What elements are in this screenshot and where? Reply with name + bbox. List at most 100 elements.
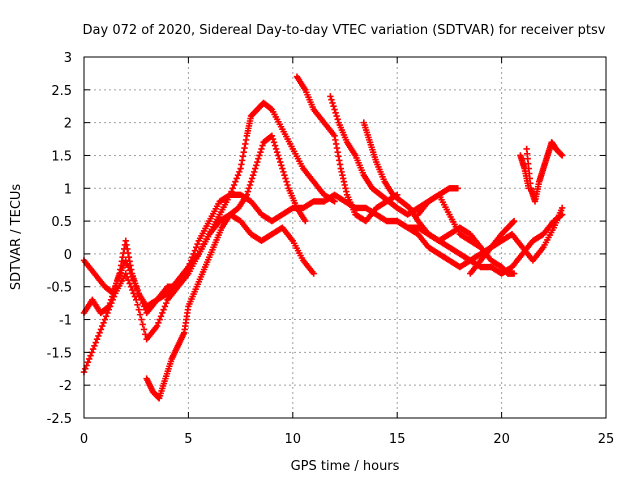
data-point	[558, 152, 566, 159]
data-point	[454, 185, 461, 192]
data-point	[161, 303, 169, 310]
data-point	[92, 339, 99, 346]
data-point	[329, 99, 336, 107]
data-point	[104, 309, 111, 317]
series-track-1	[80, 191, 566, 310]
x-tick-label: 0	[80, 432, 88, 447]
data-point	[110, 293, 118, 300]
data-point	[328, 96, 335, 103]
y-tick-label: 1	[64, 182, 72, 197]
y-tick-label: -2	[59, 379, 72, 394]
data-point	[283, 178, 290, 185]
x-tick-label: 10	[285, 432, 302, 447]
data-point	[229, 185, 236, 192]
data-point	[331, 106, 338, 113]
data-point	[272, 145, 280, 153]
data-point	[254, 158, 261, 166]
data-point	[191, 247, 199, 254]
data-point	[93, 336, 101, 343]
data-point	[106, 303, 114, 310]
data-point	[248, 175, 256, 182]
data-point	[163, 299, 170, 307]
series-track-12	[517, 152, 532, 192]
y-tick-label: -0.5	[47, 281, 72, 296]
data-point	[236, 168, 243, 176]
x-tick-label: 25	[598, 432, 615, 447]
data-point	[558, 204, 566, 212]
data-point	[267, 105, 275, 112]
data-point	[276, 155, 283, 162]
series-track-3	[80, 99, 338, 376]
data-point	[252, 165, 259, 172]
data-point	[156, 316, 163, 323]
data-point	[194, 240, 201, 248]
y-tick-label: 2.5	[51, 84, 72, 99]
data-point	[91, 342, 98, 349]
data-point	[327, 93, 334, 100]
data-point	[256, 152, 263, 159]
x-axis-label: GPS time / hours	[291, 459, 400, 474]
data-point	[82, 365, 89, 372]
data-point	[268, 132, 276, 139]
data-point	[125, 263, 132, 271]
y-tick-label: 2	[64, 117, 72, 132]
data-point	[95, 332, 102, 340]
y-tick-label: 0.5	[51, 215, 72, 230]
grid-lines	[84, 57, 606, 418]
data-point	[330, 103, 337, 110]
data-point	[330, 197, 337, 204]
data-point	[129, 286, 136, 294]
data-point	[278, 162, 285, 169]
data-point	[89, 345, 97, 353]
data-point	[232, 178, 239, 185]
data-point	[246, 181, 254, 189]
data-point	[249, 171, 257, 179]
data-point	[159, 309, 166, 317]
data-point	[259, 142, 266, 149]
data-point	[253, 162, 260, 169]
series-track-4	[143, 132, 309, 402]
data-point	[101, 316, 109, 323]
data-point	[332, 109, 339, 116]
data-point	[139, 299, 146, 307]
data-point	[510, 217, 518, 225]
axis-ticks: 0 5 10 15 20 25 -2.5 -2 -1.5 -1 -0.5 0 0.5 1 1.5 2 2.5 3	[47, 51, 615, 447]
data-point	[279, 165, 286, 172]
data-point	[282, 175, 289, 182]
data-point	[234, 171, 242, 179]
series-track-2	[80, 211, 317, 317]
data-point	[274, 152, 282, 159]
data-point	[122, 257, 129, 264]
data-point	[160, 306, 167, 313]
data-point	[193, 244, 200, 251]
y-tick-label: 0	[64, 248, 72, 263]
data-point	[87, 352, 94, 359]
data-point	[284, 181, 291, 189]
data-point	[243, 191, 251, 199]
data-point	[122, 270, 129, 277]
data-point	[525, 185, 532, 192]
data-point	[126, 280, 133, 287]
data-point	[269, 135, 277, 143]
data-point	[258, 145, 265, 153]
x-tick-label: 15	[389, 432, 406, 447]
y-axis-label: SDTVAR / TECUs	[9, 184, 24, 291]
data-point	[331, 198, 338, 205]
data-point	[127, 283, 135, 290]
data-point	[255, 155, 262, 162]
data-point	[105, 306, 112, 313]
data-point	[140, 326, 148, 333]
data-point	[102, 313, 110, 320]
data-point	[99, 322, 106, 330]
data-point	[510, 270, 518, 277]
data-point	[302, 217, 309, 225]
data-point	[270, 139, 278, 146]
series-track-10	[467, 217, 518, 277]
data-point	[257, 148, 264, 156]
data-point	[123, 273, 131, 281]
data-point	[140, 303, 148, 310]
data-point	[100, 319, 107, 327]
series-track-5	[293, 73, 401, 225]
data-point	[333, 112, 340, 120]
data-point	[126, 267, 133, 274]
